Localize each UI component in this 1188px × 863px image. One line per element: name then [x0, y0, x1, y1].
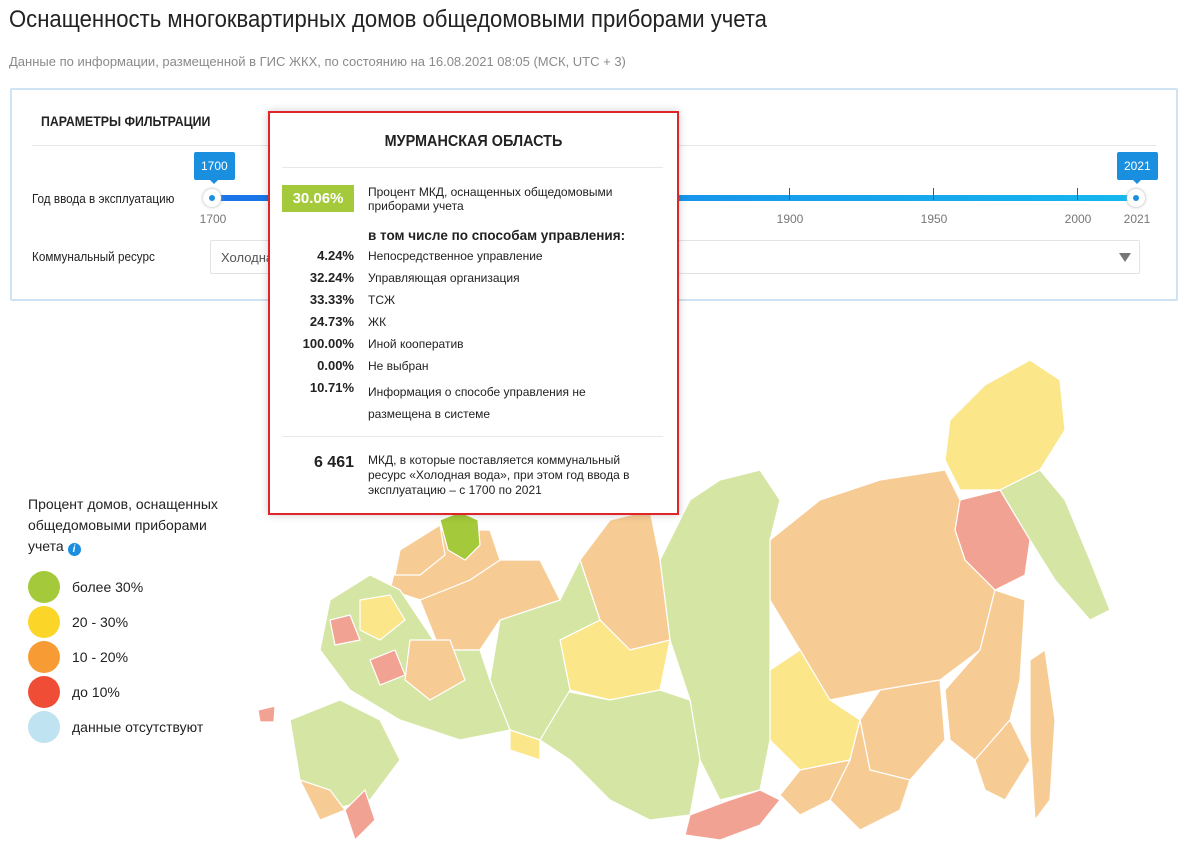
- region-volga-yellow: [509, 729, 541, 761]
- row-label: ТСЖ: [368, 293, 396, 307]
- legend-label: данные отсутствуют: [72, 718, 204, 735]
- row-value: 24.73%: [309, 314, 354, 329]
- row-label: Непосредственное управление: [368, 249, 543, 263]
- region-name: МУРМАНСКАЯ ОБЛАСТЬ: [384, 133, 563, 150]
- row-value: 100.00%: [302, 336, 354, 351]
- filter-title: ПАРАМЕТРЫ ФИЛЬТРАЦИИ: [41, 113, 211, 129]
- region-khmao: [559, 619, 671, 701]
- region-buryatia: [779, 759, 852, 816]
- row-label: Иной кооператив: [368, 337, 464, 351]
- row-value: 32.24%: [309, 270, 354, 285]
- legend-label: 10 - 20%: [72, 648, 129, 665]
- region-kaliningrad: [257, 705, 276, 723]
- legend-item: 20 - 30%: [28, 604, 238, 639]
- legend-item: более 30%: [28, 569, 238, 604]
- legend-swatch: [28, 605, 60, 638]
- row-label: ЖК: [368, 315, 387, 329]
- row-value: 33.33%: [309, 292, 354, 307]
- page-title: Оснащенность многоквартирных домов общед…: [9, 6, 767, 33]
- legend-title: Процент домов, оснащенных общедомовыми п…: [28, 494, 238, 557]
- region-tooltip: МУРМАНСКАЯ ОБЛАСТЬ 30.06% Процент МКД, о…: [268, 111, 679, 515]
- legend-item: 10 - 20%: [28, 639, 238, 674]
- legend-label: до 10%: [72, 683, 120, 700]
- region-kamchatka: [999, 469, 1111, 621]
- legend-label: более 30%: [72, 578, 144, 595]
- row-label: Не выбран: [368, 359, 429, 373]
- tick-label: 1950: [920, 212, 948, 226]
- legend-item: данные отсутствуют: [28, 709, 238, 744]
- slider-handle-to[interactable]: [1127, 189, 1145, 207]
- region-primorye: [974, 718, 1031, 801]
- resource-label: Коммунальный ресурс: [32, 249, 155, 264]
- year-to-flag: 2021: [1117, 152, 1158, 184]
- row-label: Информация о способе управления не разме…: [368, 385, 586, 421]
- tick-label: 2000: [1064, 212, 1092, 226]
- count-label: МКД, в которые поставляется коммунальный…: [368, 453, 630, 497]
- region-siberia-south: [539, 689, 701, 821]
- divider: [282, 436, 663, 437]
- legend-swatch: [28, 710, 60, 743]
- tick: [933, 188, 934, 200]
- divider: [282, 167, 663, 168]
- region-center-red1: [329, 614, 361, 646]
- info-icon[interactable]: i: [67, 543, 81, 556]
- legend-swatch: [28, 675, 60, 708]
- count-value: 6 461: [313, 454, 354, 471]
- tick: [789, 188, 790, 200]
- legend-item: до 10%: [28, 674, 238, 709]
- region-caucasus-red: [344, 788, 376, 842]
- row-value: 10.71%: [309, 380, 354, 395]
- page-subtitle: Данные по информации, размещенной в ГИС …: [9, 54, 626, 69]
- tick: [1077, 188, 1078, 200]
- region-center-orange: [404, 639, 466, 701]
- percent-label: Процент МКД, оснащенных общедомовыми при…: [368, 185, 613, 213]
- year-from-flag: 1700: [194, 152, 235, 184]
- subheading: в том числе по способам управления:: [368, 228, 626, 243]
- region-center-yellow: [359, 594, 406, 641]
- region-karelia: [394, 524, 446, 576]
- region-center-red2: [369, 649, 406, 686]
- tick-label: 1900: [776, 212, 804, 226]
- chevron-down-icon: [1119, 253, 1131, 262]
- legend-title-text: Процент домов, оснащенных общедомовыми п…: [28, 496, 218, 554]
- row-value: 4.24%: [317, 248, 354, 263]
- slider-handle-from[interactable]: [203, 189, 221, 207]
- legend-label: 20 - 30%: [72, 613, 129, 630]
- row-value: 0.00%: [317, 358, 354, 373]
- legend-swatch: [28, 640, 60, 673]
- legend-swatch: [28, 570, 60, 603]
- tick-label: 2021: [1123, 212, 1151, 226]
- region-zabaikalye: [829, 719, 911, 831]
- region-sakhalin: [1029, 648, 1056, 822]
- tick-label: 1700: [199, 212, 227, 226]
- row-label: Управляющая организация: [368, 271, 520, 285]
- region-tyva: [684, 789, 781, 841]
- region-chukotka: [944, 359, 1066, 491]
- year-label: Год ввода в эксплуатацию: [32, 191, 175, 206]
- percent-badge: 30.06%: [282, 185, 354, 212]
- region-amur: [859, 679, 946, 781]
- legend: Процент домов, оснащенных общедомовыми п…: [28, 494, 238, 744]
